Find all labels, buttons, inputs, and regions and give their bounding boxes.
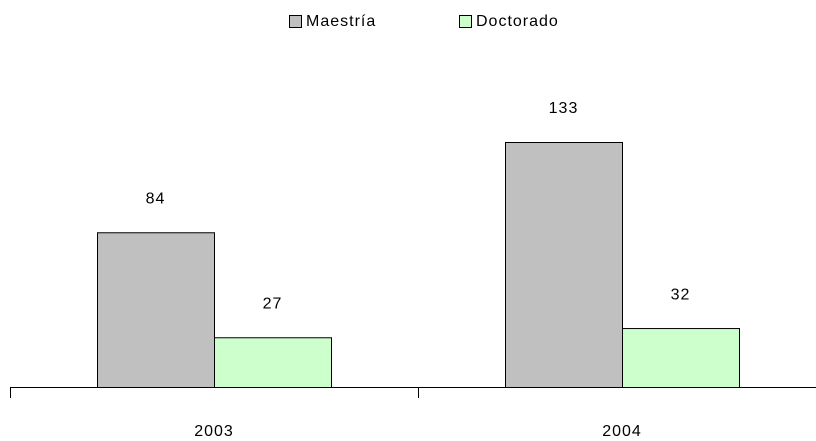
bar bbox=[214, 337, 332, 388]
value-label: 84 bbox=[146, 190, 166, 207]
value-label: 32 bbox=[671, 286, 691, 303]
value-label: 133 bbox=[549, 100, 579, 117]
bar bbox=[622, 328, 740, 389]
bar bbox=[505, 142, 623, 388]
value-label: 27 bbox=[263, 295, 283, 312]
bar bbox=[97, 232, 215, 388]
x-tick-label: 2004 bbox=[602, 423, 642, 440]
legend-swatch bbox=[459, 15, 472, 28]
legend-label: Maestría bbox=[306, 13, 376, 30]
legend-label: Doctorado bbox=[476, 13, 559, 30]
x-tick-label: 2003 bbox=[194, 423, 234, 440]
legend-swatch bbox=[289, 15, 302, 28]
